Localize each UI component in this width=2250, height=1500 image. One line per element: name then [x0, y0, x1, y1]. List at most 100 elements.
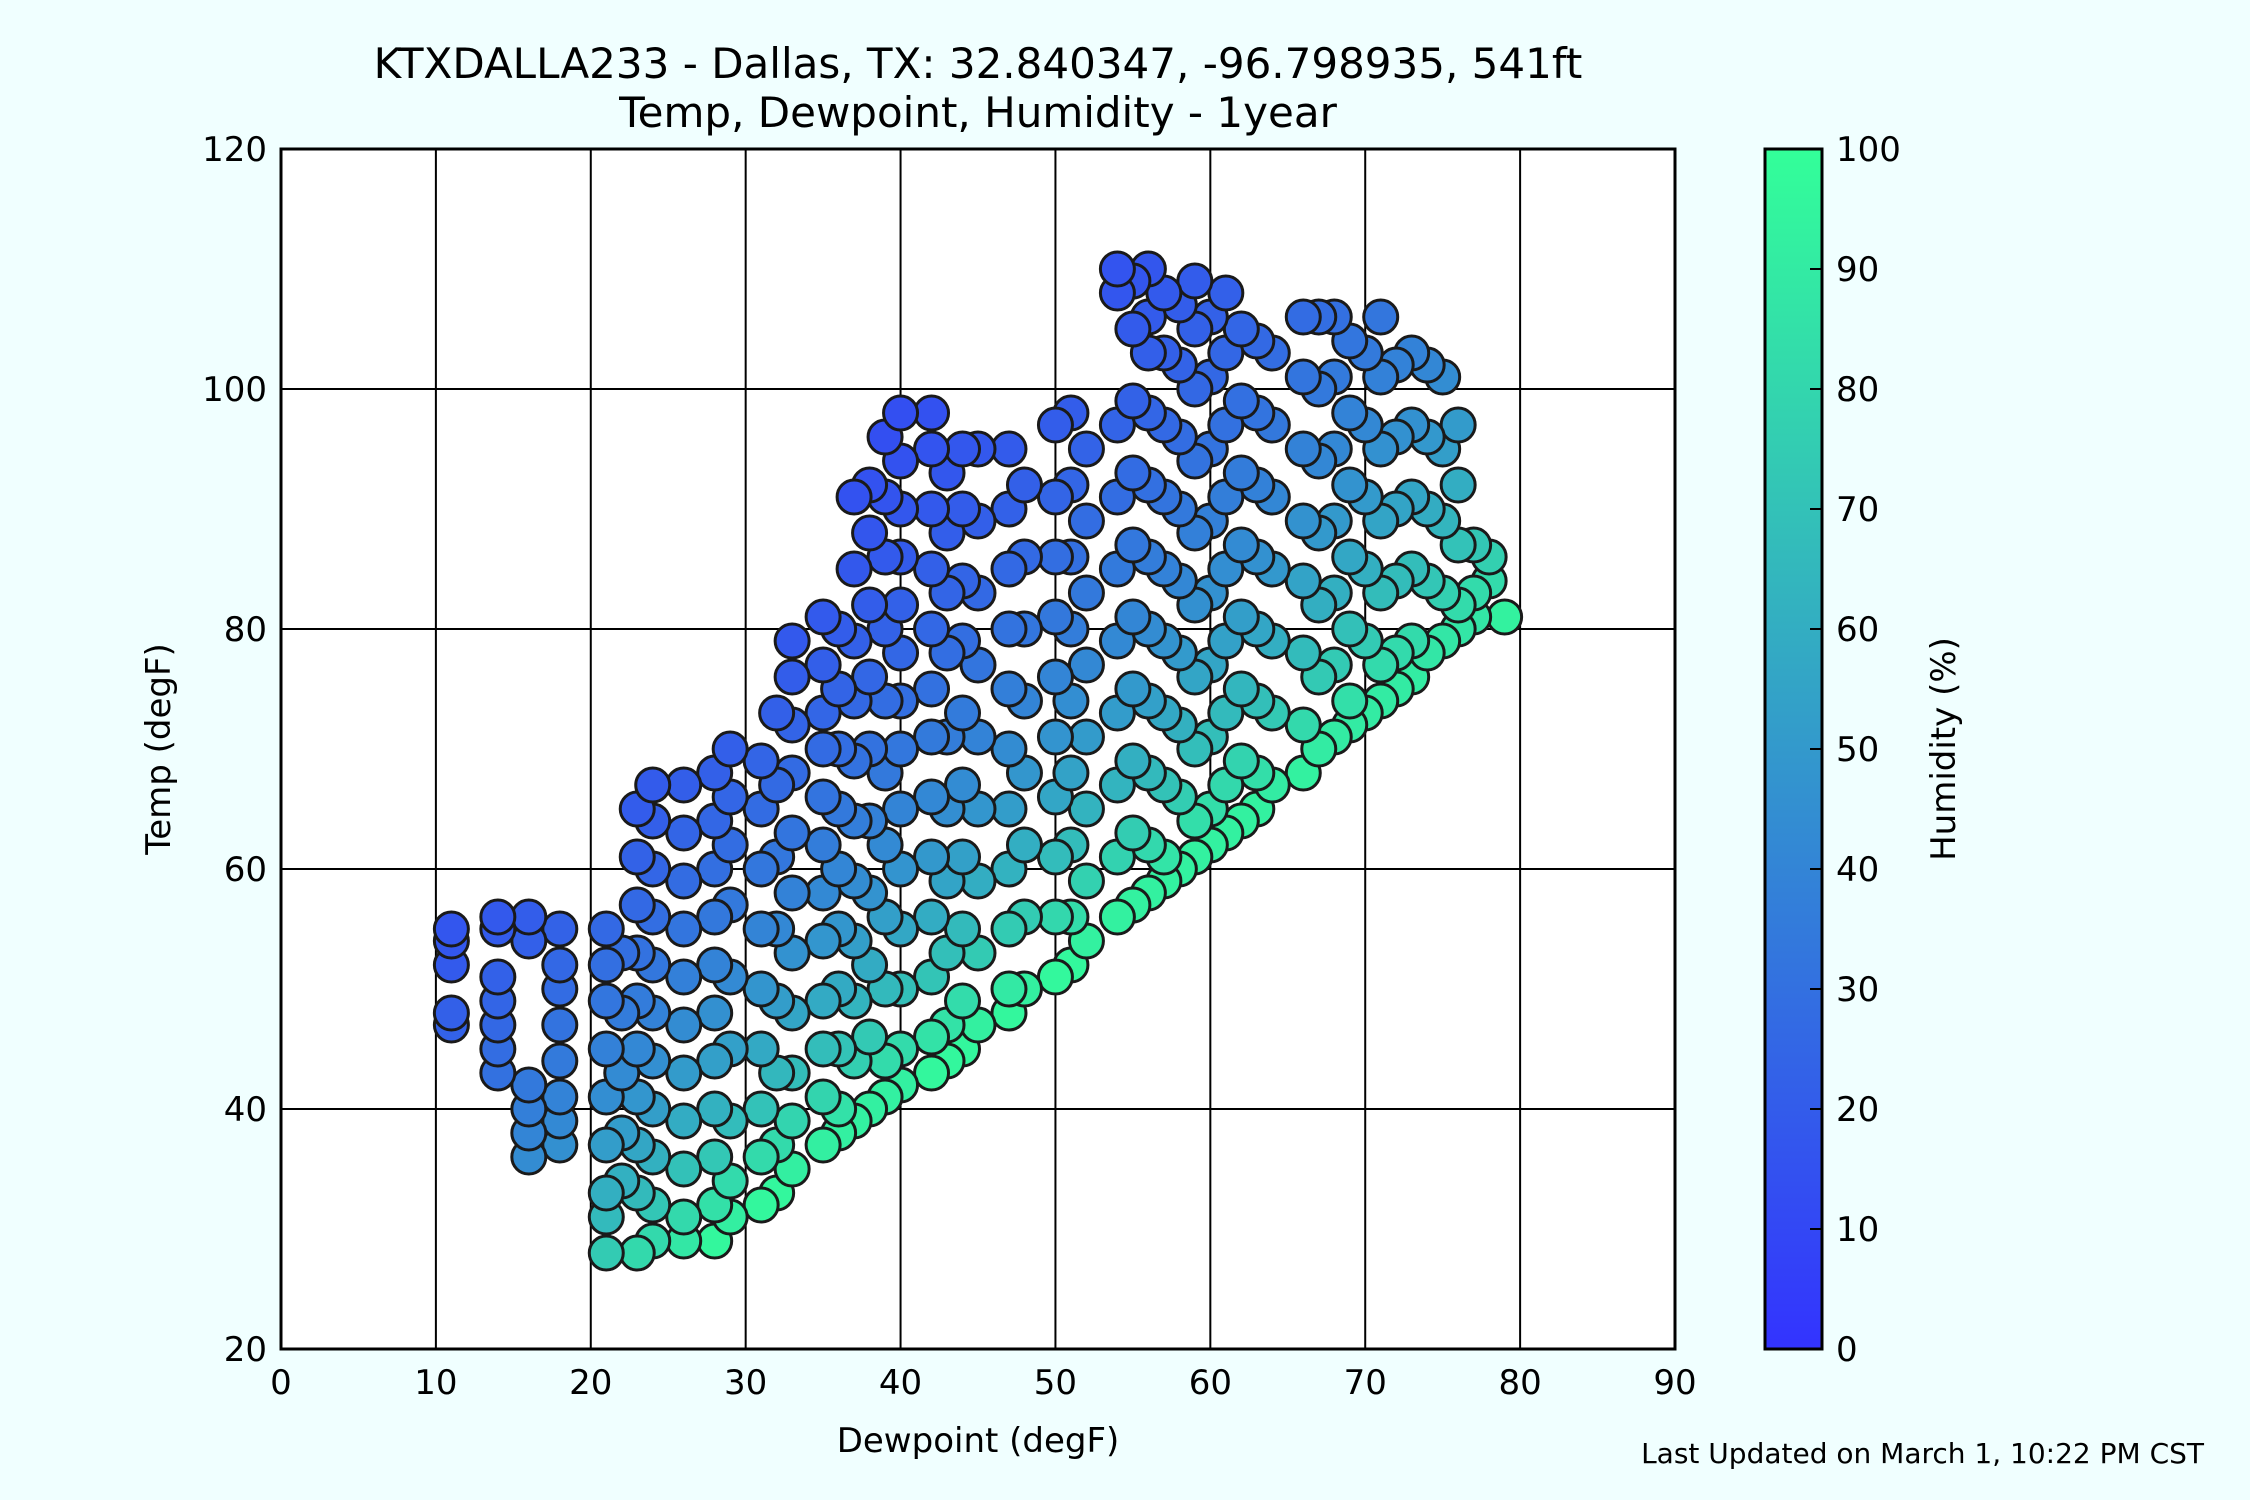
scatter-point — [913, 1054, 951, 1092]
scatter-point — [742, 1090, 780, 1128]
scatter-point — [1036, 898, 1074, 936]
y-tick-label: 100 — [202, 370, 267, 410]
scatter-point — [1036, 658, 1074, 696]
x-tick-label: 30 — [724, 1363, 767, 1403]
scatter-point — [618, 1030, 656, 1068]
scatter-point — [587, 1234, 625, 1272]
scatter-point — [618, 886, 656, 924]
scatter-point — [742, 910, 780, 948]
scatter-point — [618, 1234, 656, 1272]
scatter-point — [618, 838, 656, 876]
scatter-point — [882, 730, 920, 768]
scatter-point — [1207, 274, 1245, 312]
scatter-point — [742, 1030, 780, 1068]
scatter-point — [1067, 862, 1105, 900]
scatter-point — [804, 730, 842, 768]
scatter-point — [1114, 526, 1152, 564]
scatter-point — [1222, 454, 1260, 492]
scatter-point — [665, 862, 703, 900]
scatter-point — [665, 1198, 703, 1236]
scatter-point — [587, 1174, 625, 1212]
scatter-point — [1005, 826, 1043, 864]
y-tick-label: 20 — [224, 1330, 267, 1370]
chart-title: KTXDALLA233 - Dallas, TX: 32.840347, -96… — [374, 39, 1583, 88]
scatter-point — [804, 1030, 842, 1068]
scatter-point — [1331, 466, 1369, 504]
scatter-point — [913, 670, 951, 708]
scatter-point — [913, 718, 951, 756]
scatter-point — [1222, 310, 1260, 348]
scatter-point — [1222, 598, 1260, 636]
scatter-point — [1114, 742, 1152, 780]
scatter-point — [665, 958, 703, 996]
x-tick-label: 60 — [1189, 1363, 1232, 1403]
colorbar-label: Humidity (%) — [1924, 637, 1964, 861]
scatter-point — [541, 946, 579, 984]
x-tick-label: 40 — [879, 1363, 922, 1403]
scatter-point — [1036, 958, 1074, 996]
scatter-point — [665, 766, 703, 804]
scatter-point — [742, 1138, 780, 1176]
scatter-point — [1036, 718, 1074, 756]
scatter-point — [804, 646, 842, 684]
scatter-point — [1067, 430, 1105, 468]
scatter-point — [1036, 406, 1074, 444]
colorbar-tick-label: 60 — [1836, 610, 1879, 650]
scatter-point — [1439, 466, 1477, 504]
scatter-point — [913, 610, 951, 648]
scatter-point — [913, 430, 951, 468]
scatter-point — [1284, 706, 1322, 744]
scatter-point — [696, 898, 734, 936]
scatter-point — [510, 1066, 548, 1104]
scatter-point — [1098, 898, 1136, 936]
plot-frame — [279, 147, 1677, 1351]
colorbar-tick-label: 0 — [1836, 1330, 1858, 1370]
scatter-point — [944, 838, 982, 876]
scatter-point — [541, 1006, 579, 1044]
scatter-point — [696, 994, 734, 1032]
scatter-point — [990, 430, 1028, 468]
scatter-point — [882, 394, 920, 432]
scatter-point — [665, 910, 703, 948]
scatter-point — [634, 766, 672, 804]
scatter-point — [1284, 430, 1322, 468]
colorbar-tick-label: 100 — [1836, 130, 1901, 170]
scatter-point — [510, 898, 548, 936]
scatter-point — [804, 1126, 842, 1164]
scatter-point — [851, 658, 889, 696]
colorbar-tick-label: 40 — [1836, 850, 1879, 890]
scatter-point — [1362, 298, 1400, 336]
scatter-point — [1222, 382, 1260, 420]
x-tick-label: 90 — [1653, 1363, 1696, 1403]
scatter-point — [1067, 790, 1105, 828]
scatter-point — [1052, 754, 1090, 792]
scatter-point — [711, 730, 749, 768]
scatter-point — [1176, 262, 1214, 300]
scatter-point — [587, 946, 625, 984]
scatter-point — [1114, 382, 1152, 420]
scatter-point — [990, 730, 1028, 768]
scatter-point — [1067, 646, 1105, 684]
scatter-point — [773, 1102, 811, 1140]
scatter-point — [944, 766, 982, 804]
scatter-point — [587, 910, 625, 948]
x-axis-label: Dewpoint (degF) — [837, 1421, 1120, 1461]
scatter-point — [665, 814, 703, 852]
scatter-point — [990, 610, 1028, 648]
scatter-point — [1114, 310, 1152, 348]
scatter-point — [773, 874, 811, 912]
scatter-point — [1284, 502, 1322, 540]
scatter-point — [990, 970, 1028, 1008]
colorbar-ticks: 0 10 20 30 40 50 60 70 80 90 100 — [1810, 130, 1901, 1370]
scatter-point — [1284, 298, 1322, 336]
scatter-point — [696, 946, 734, 984]
scatter-point — [1284, 634, 1322, 672]
scatter-point — [944, 910, 982, 948]
scatter-point — [851, 514, 889, 552]
x-tick-label: 10 — [414, 1363, 457, 1403]
scatter-point — [758, 694, 796, 732]
scatter-point — [944, 430, 982, 468]
scatter-point — [1114, 598, 1152, 636]
scatter-point — [587, 1126, 625, 1164]
scatter-point — [835, 478, 873, 516]
